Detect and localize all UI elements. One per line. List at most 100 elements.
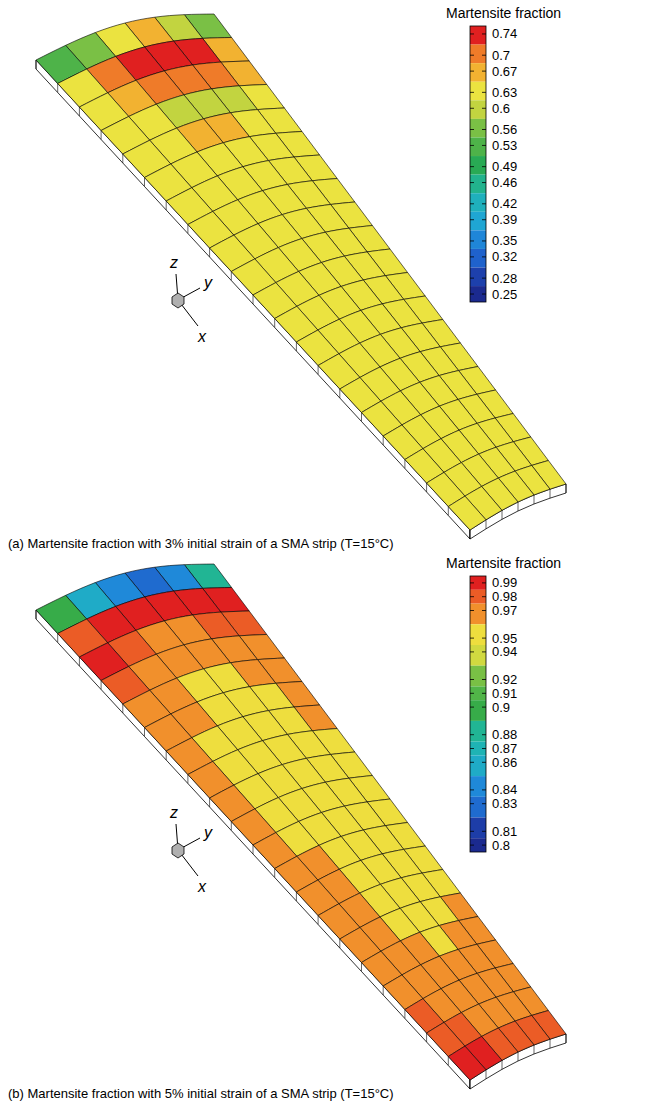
colorbar-band — [470, 818, 486, 839]
colorbar-title: Martensite fraction — [446, 5, 561, 21]
colorbar-tick — [470, 294, 474, 295]
colorbar-tick — [470, 203, 474, 204]
colorbar-tick-label: 0.32 — [492, 249, 517, 264]
colorbar-tick-label: 0.53 — [492, 138, 517, 153]
mesh-line — [296, 892, 297, 901]
mesh-line — [550, 1039, 551, 1048]
colorbar-tick-label: 0.35 — [492, 233, 517, 248]
colorbar-tick-label: 0.39 — [492, 212, 517, 227]
colorbar-tick — [482, 610, 486, 611]
colorbar-band — [470, 742, 486, 756]
colorbar-tick-label: 0.28 — [492, 271, 517, 286]
panel: xyzMartensite fraction0.740.70.670.630.6… — [8, 5, 566, 551]
colorbar-tick — [482, 789, 486, 790]
colorbar-band — [470, 645, 486, 666]
colorbar-tick — [482, 203, 486, 204]
colorbar-tick — [470, 789, 474, 790]
mesh-line — [144, 178, 145, 187]
colorbar-tick — [470, 219, 474, 220]
colorbar-band — [470, 776, 486, 797]
mesh-line — [404, 1010, 405, 1019]
colorbar-tick — [470, 71, 474, 72]
colorbar-tick-label: 0.87 — [492, 741, 517, 756]
colorbar-tick — [482, 845, 486, 846]
colorbar-tick-label: 0.97 — [492, 603, 517, 618]
colorbar-tick — [482, 707, 486, 708]
colorbar-tick — [470, 166, 474, 167]
colorbar-tick — [470, 33, 474, 34]
colorbar-tick-label: 0.67 — [492, 64, 517, 79]
colorbar-tick — [470, 108, 474, 109]
cell — [448, 496, 486, 530]
mesh-line — [486, 1070, 487, 1079]
colorbar-tick — [470, 240, 474, 241]
mesh-line — [339, 389, 340, 398]
colorbar-title: Martensite fraction — [446, 555, 561, 571]
mesh-line — [187, 775, 188, 784]
colorbar-tick — [482, 108, 486, 109]
panel: xyzMartensite fraction0.990.980.970.950.… — [8, 555, 566, 1101]
mesh-line — [404, 460, 405, 469]
colorbar-tick-label: 0.9 — [492, 700, 510, 715]
colorbar-tick — [482, 256, 486, 257]
colorbar-tick-label: 0.49 — [492, 159, 517, 174]
colorbar-tick — [470, 610, 474, 611]
colorbar-tick-label: 0.6 — [492, 101, 510, 116]
colorbar-tick-label: 0.99 — [492, 575, 517, 590]
colorbar-band — [470, 212, 486, 231]
colorbar-tick-label: 0.86 — [492, 755, 517, 770]
colorbar-tick-label: 0.25 — [492, 287, 517, 302]
colorbar-tick — [470, 831, 474, 832]
colorbar-tick — [482, 145, 486, 146]
mesh-line — [486, 520, 487, 529]
mesh-line — [426, 1033, 427, 1042]
strip-thickness — [36, 60, 566, 539]
colorbar-band — [470, 286, 486, 302]
colorbar-tick — [470, 182, 474, 183]
mesh-line — [231, 822, 232, 831]
colorbar-band — [470, 249, 486, 268]
mesh-line — [318, 366, 319, 375]
colorbar-band — [470, 193, 486, 212]
colorbar-tick — [482, 831, 486, 832]
wing-surface — [36, 14, 566, 530]
colorbar-tick — [470, 596, 474, 597]
colorbar-tick — [482, 71, 486, 72]
mesh-line — [339, 939, 340, 948]
colorbar-tick — [470, 638, 474, 639]
colorbar-band — [470, 230, 486, 249]
colorbar-tick — [482, 582, 486, 583]
colorbar-band — [470, 82, 486, 101]
triad-label: y — [203, 274, 213, 291]
colorbar-tick — [470, 707, 474, 708]
colorbar-tick — [470, 278, 474, 279]
colorbar-band — [470, 686, 486, 700]
colorbar-tick — [482, 679, 486, 680]
colorbar-tick — [482, 596, 486, 597]
colorbar-band — [470, 797, 486, 818]
colorbar-band — [470, 45, 486, 64]
colorbar-tick — [482, 55, 486, 56]
colorbar-band — [470, 700, 486, 721]
caption: (b) Martensite fraction with 5% initial … — [8, 1086, 394, 1101]
mesh-line — [502, 1060, 503, 1069]
mesh-line — [274, 319, 275, 328]
mesh-line — [361, 963, 362, 972]
colorbar-band — [470, 604, 486, 625]
mesh-line — [566, 484, 567, 493]
triad-label: x — [197, 328, 207, 345]
colorbar-tick-label: 0.98 — [492, 589, 517, 604]
colorbar: Martensite fraction0.990.980.970.950.940… — [446, 555, 561, 853]
mesh-line — [166, 201, 167, 210]
mesh-line — [296, 342, 297, 351]
mesh-line — [79, 107, 80, 116]
mesh-line — [383, 436, 384, 445]
side-face — [36, 610, 470, 1089]
colorbar-tick — [482, 693, 486, 694]
colorbar-band — [470, 100, 486, 119]
colorbar-tick — [482, 182, 486, 183]
triad-cube — [172, 843, 184, 858]
colorbar-band — [470, 590, 486, 604]
colorbar-frame — [470, 26, 486, 302]
colorbar-tick-label: 0.46 — [492, 175, 517, 190]
